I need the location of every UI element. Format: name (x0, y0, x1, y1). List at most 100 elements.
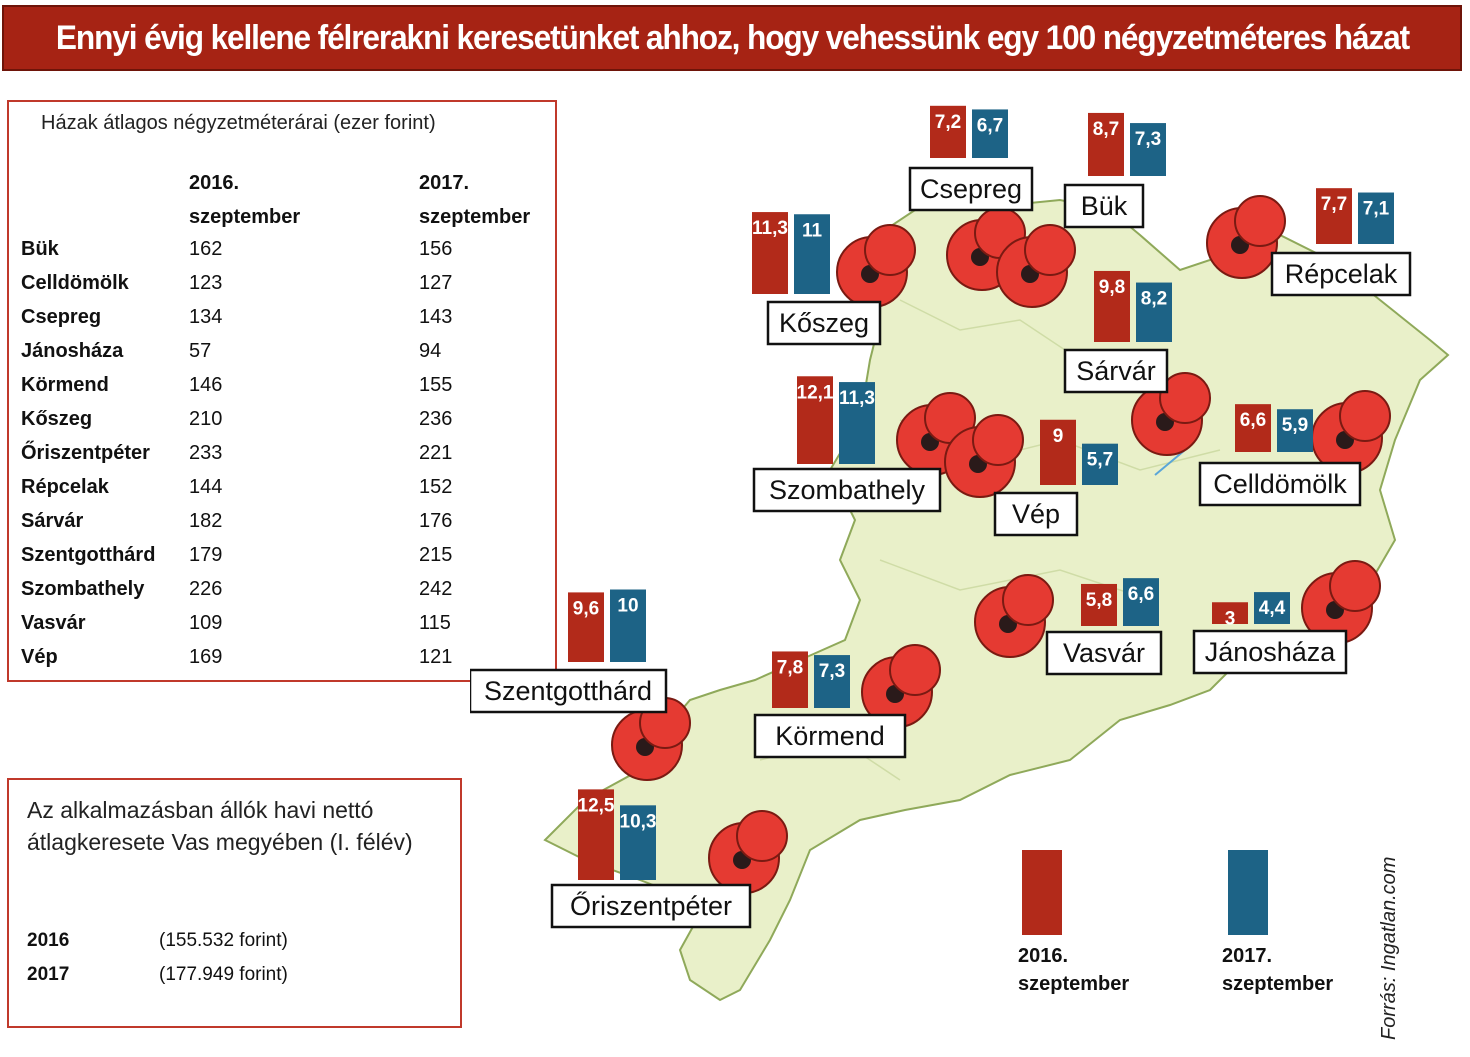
town-name: Jánosháza (1205, 637, 1337, 667)
table-cell-2017: 242 (419, 578, 453, 600)
value-label-2017: 7,1 (1363, 199, 1390, 220)
bar-2016-Vép (1040, 419, 1076, 485)
table-cell-2017: 155 (419, 374, 453, 396)
table-cell-2017: 127 (419, 272, 453, 294)
town-label: Vasvár (1045, 630, 1163, 676)
table-cell-2016: 182 (189, 510, 223, 532)
table-cell-town: Répcelak (21, 476, 109, 498)
bar-2017-Jánosháza (1254, 592, 1290, 624)
value-label-2017: 7,3 (1135, 129, 1161, 150)
table-cell-2017: 115 (419, 612, 451, 634)
col-header-2017-year: 2017. (419, 172, 470, 194)
town-name: Őriszentpéter (570, 890, 732, 921)
town-name: Celldömölk (1213, 469, 1347, 499)
table-cell-town: Sárvár (21, 510, 84, 532)
chart-title: Ennyi évig kellene félrerakni keresetünk… (55, 18, 1409, 57)
bar-2016-Kőszeg (752, 212, 788, 294)
value-label-2016: 9,8 (1099, 277, 1125, 298)
town-name: Vép (1012, 499, 1060, 529)
pin-icon (1206, 195, 1286, 279)
bar-2016-Csepreg (930, 105, 966, 158)
bar-2017-Répcelak (1358, 192, 1394, 244)
town-name: Vasvár (1063, 638, 1145, 668)
pin-icon (996, 224, 1076, 308)
bar-layer: 7,2 6,7 8,7 7,311,3 117,7 7,19,88,212,1 11,395… (568, 105, 1394, 880)
value-label-2016: 3 (1225, 608, 1236, 629)
town-label: Bük (1063, 183, 1145, 229)
income-value-2016: (155.532 forint) (159, 930, 288, 951)
col-header-2016-month: szeptember (189, 206, 301, 228)
value-label-2016: 7,7 (1321, 194, 1347, 215)
pin-icon (974, 574, 1054, 658)
table-cell-town: Bük (21, 238, 59, 260)
table-cell-2016: 134 (189, 306, 223, 328)
bar-2017-Sárvár (1136, 282, 1172, 342)
town-label: Szentgotthárd (470, 668, 668, 714)
table-cell-2017: 215 (419, 544, 453, 566)
bar-2017-Őriszentpéter (620, 805, 656, 880)
value-label-2017: 6,7 (977, 115, 1003, 136)
table-cell-town: Körmend (21, 374, 109, 396)
col-header-2017-month: szeptember (419, 206, 531, 228)
town-name: Szentgotthárd (484, 676, 652, 706)
income-value-2017: (177.949 forint) (159, 964, 288, 985)
town-label: Répcelak (1270, 251, 1412, 297)
pin-icon (1131, 372, 1211, 456)
income-year-2016: 2016 (27, 930, 70, 951)
value-label-2017: 4,4 (1259, 598, 1286, 619)
table-cell-2016: 109 (189, 612, 223, 634)
value-label-2017: 11 (802, 220, 823, 241)
table-cell-2016: 144 (189, 476, 223, 498)
town-label: Celldömölk (1198, 461, 1362, 507)
bar-2017-Bük (1130, 123, 1166, 176)
table-cell-town: Vasvár (21, 612, 86, 634)
table-cell-2016: 179 (189, 544, 223, 566)
value-label-2017: 6,6 (1128, 584, 1154, 605)
value-label-2017: 10,3 (620, 811, 657, 832)
town-label-layer: Csepreg Bük Kőszeg Répcelak Sárvár Szombathel… (470, 166, 1412, 929)
table-cell-town: Kőszeg (21, 408, 93, 430)
town-name: Sárvár (1076, 356, 1156, 386)
legend-label-2016: 2016. szeptember (1018, 942, 1129, 998)
table-cell-2016: 57 (189, 340, 212, 362)
bar-2016-Jánosháza (1212, 602, 1248, 624)
value-label-2016: 9,6 (573, 598, 599, 619)
town-label: Őriszentpéter (550, 883, 752, 929)
pin-icon (944, 414, 1024, 498)
bar-2016-Répcelak (1316, 188, 1352, 244)
bar-2016-Bük (1088, 112, 1124, 176)
bar-2016-Szombathely (797, 376, 833, 464)
table-cell-2016: 210 (189, 408, 223, 430)
value-label-2016: 7,2 (935, 112, 961, 133)
table-cell-2017: 152 (419, 476, 453, 498)
bar-2017-Kőszeg (794, 214, 830, 294)
value-label-2016: 5,8 (1086, 590, 1112, 611)
value-label-2017: 10 (617, 596, 638, 617)
bar-2017-Csepreg (972, 109, 1008, 158)
income-box: Az alkalmazásban állók havi nettó átlagk… (7, 778, 462, 1028)
value-label-2016: 8,7 (1093, 119, 1119, 140)
bar-2016-Körmend (772, 651, 808, 708)
bar-2017-Szentgotthárd (610, 589, 646, 662)
bar-2017-Celldömölk (1277, 409, 1313, 452)
title-bar: Ennyi évig kellene félrerakni keresetünk… (2, 5, 1462, 71)
table-cell-2017: 143 (419, 306, 453, 328)
town-label: Kőszeg (766, 300, 882, 346)
table-cell-2017: 94 (419, 340, 442, 362)
bar-2016-Vasvár (1081, 583, 1117, 626)
river-line (1154, 449, 1186, 476)
town-name: Csepreg (920, 174, 1022, 204)
table-cell-2016: 226 (189, 578, 223, 600)
pin-icon (708, 810, 788, 894)
value-label-2017: 8,2 (1141, 289, 1167, 310)
town-label: Szombathely (752, 467, 942, 513)
town-label: Körmend (753, 713, 907, 759)
table-cell-2017: 156 (419, 238, 453, 260)
table-cell-town: Celldömölk (21, 272, 129, 294)
table-cell-2017: 121 (419, 646, 453, 668)
value-label-2017: 5,7 (1087, 450, 1113, 471)
table-cell-2016: 123 (189, 272, 223, 294)
legend-swatch-2016 (1022, 850, 1062, 935)
value-label-2017: 5,9 (1282, 415, 1308, 436)
pin-icon (836, 224, 916, 308)
